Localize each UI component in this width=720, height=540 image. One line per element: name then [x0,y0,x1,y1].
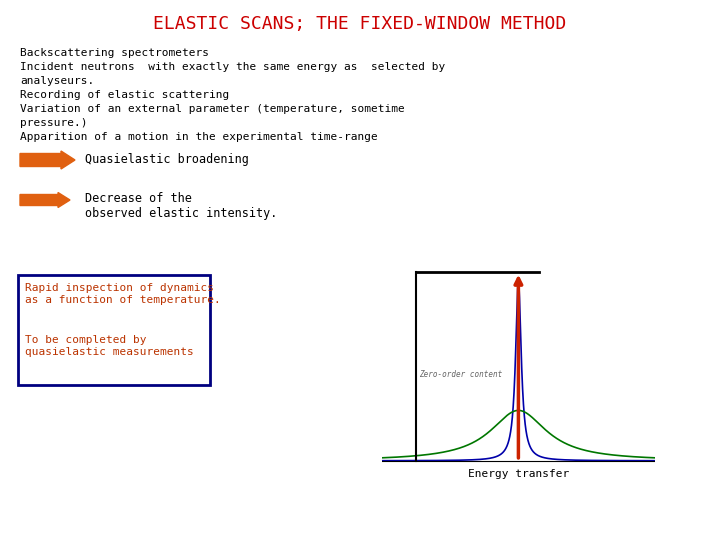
X-axis label: Energy transfer: Energy transfer [468,469,569,478]
Text: Decrease of the
observed elastic intensity.: Decrease of the observed elastic intensi… [85,192,277,220]
Text: Rapid inspection of dynamics
as a function of temperature.: Rapid inspection of dynamics as a functi… [25,283,221,305]
FancyBboxPatch shape [18,275,210,385]
Text: To be completed by
quasielastic measurements: To be completed by quasielastic measurem… [25,335,194,356]
Text: pressure.): pressure.) [20,118,88,128]
FancyArrow shape [20,192,70,207]
Text: Zero-order content: Zero-order content [419,370,503,379]
Text: ELASTIC SCANS; THE FIXED-WINDOW METHOD: ELASTIC SCANS; THE FIXED-WINDOW METHOD [153,15,567,33]
Text: Recording of elastic scattering: Recording of elastic scattering [20,90,229,100]
Text: Variation of an external parameter (temperature, sometime: Variation of an external parameter (temp… [20,104,405,114]
Text: analyseurs.: analyseurs. [20,76,94,86]
Text: Quasielastic broadening: Quasielastic broadening [85,153,249,166]
Text: Backscattering spectrometers: Backscattering spectrometers [20,48,209,58]
FancyArrow shape [20,151,75,169]
Text: Incident neutrons  with exactly the same energy as  selected by: Incident neutrons with exactly the same … [20,62,445,72]
Text: Apparition of a motion in the experimental time-range: Apparition of a motion in the experiment… [20,132,378,142]
